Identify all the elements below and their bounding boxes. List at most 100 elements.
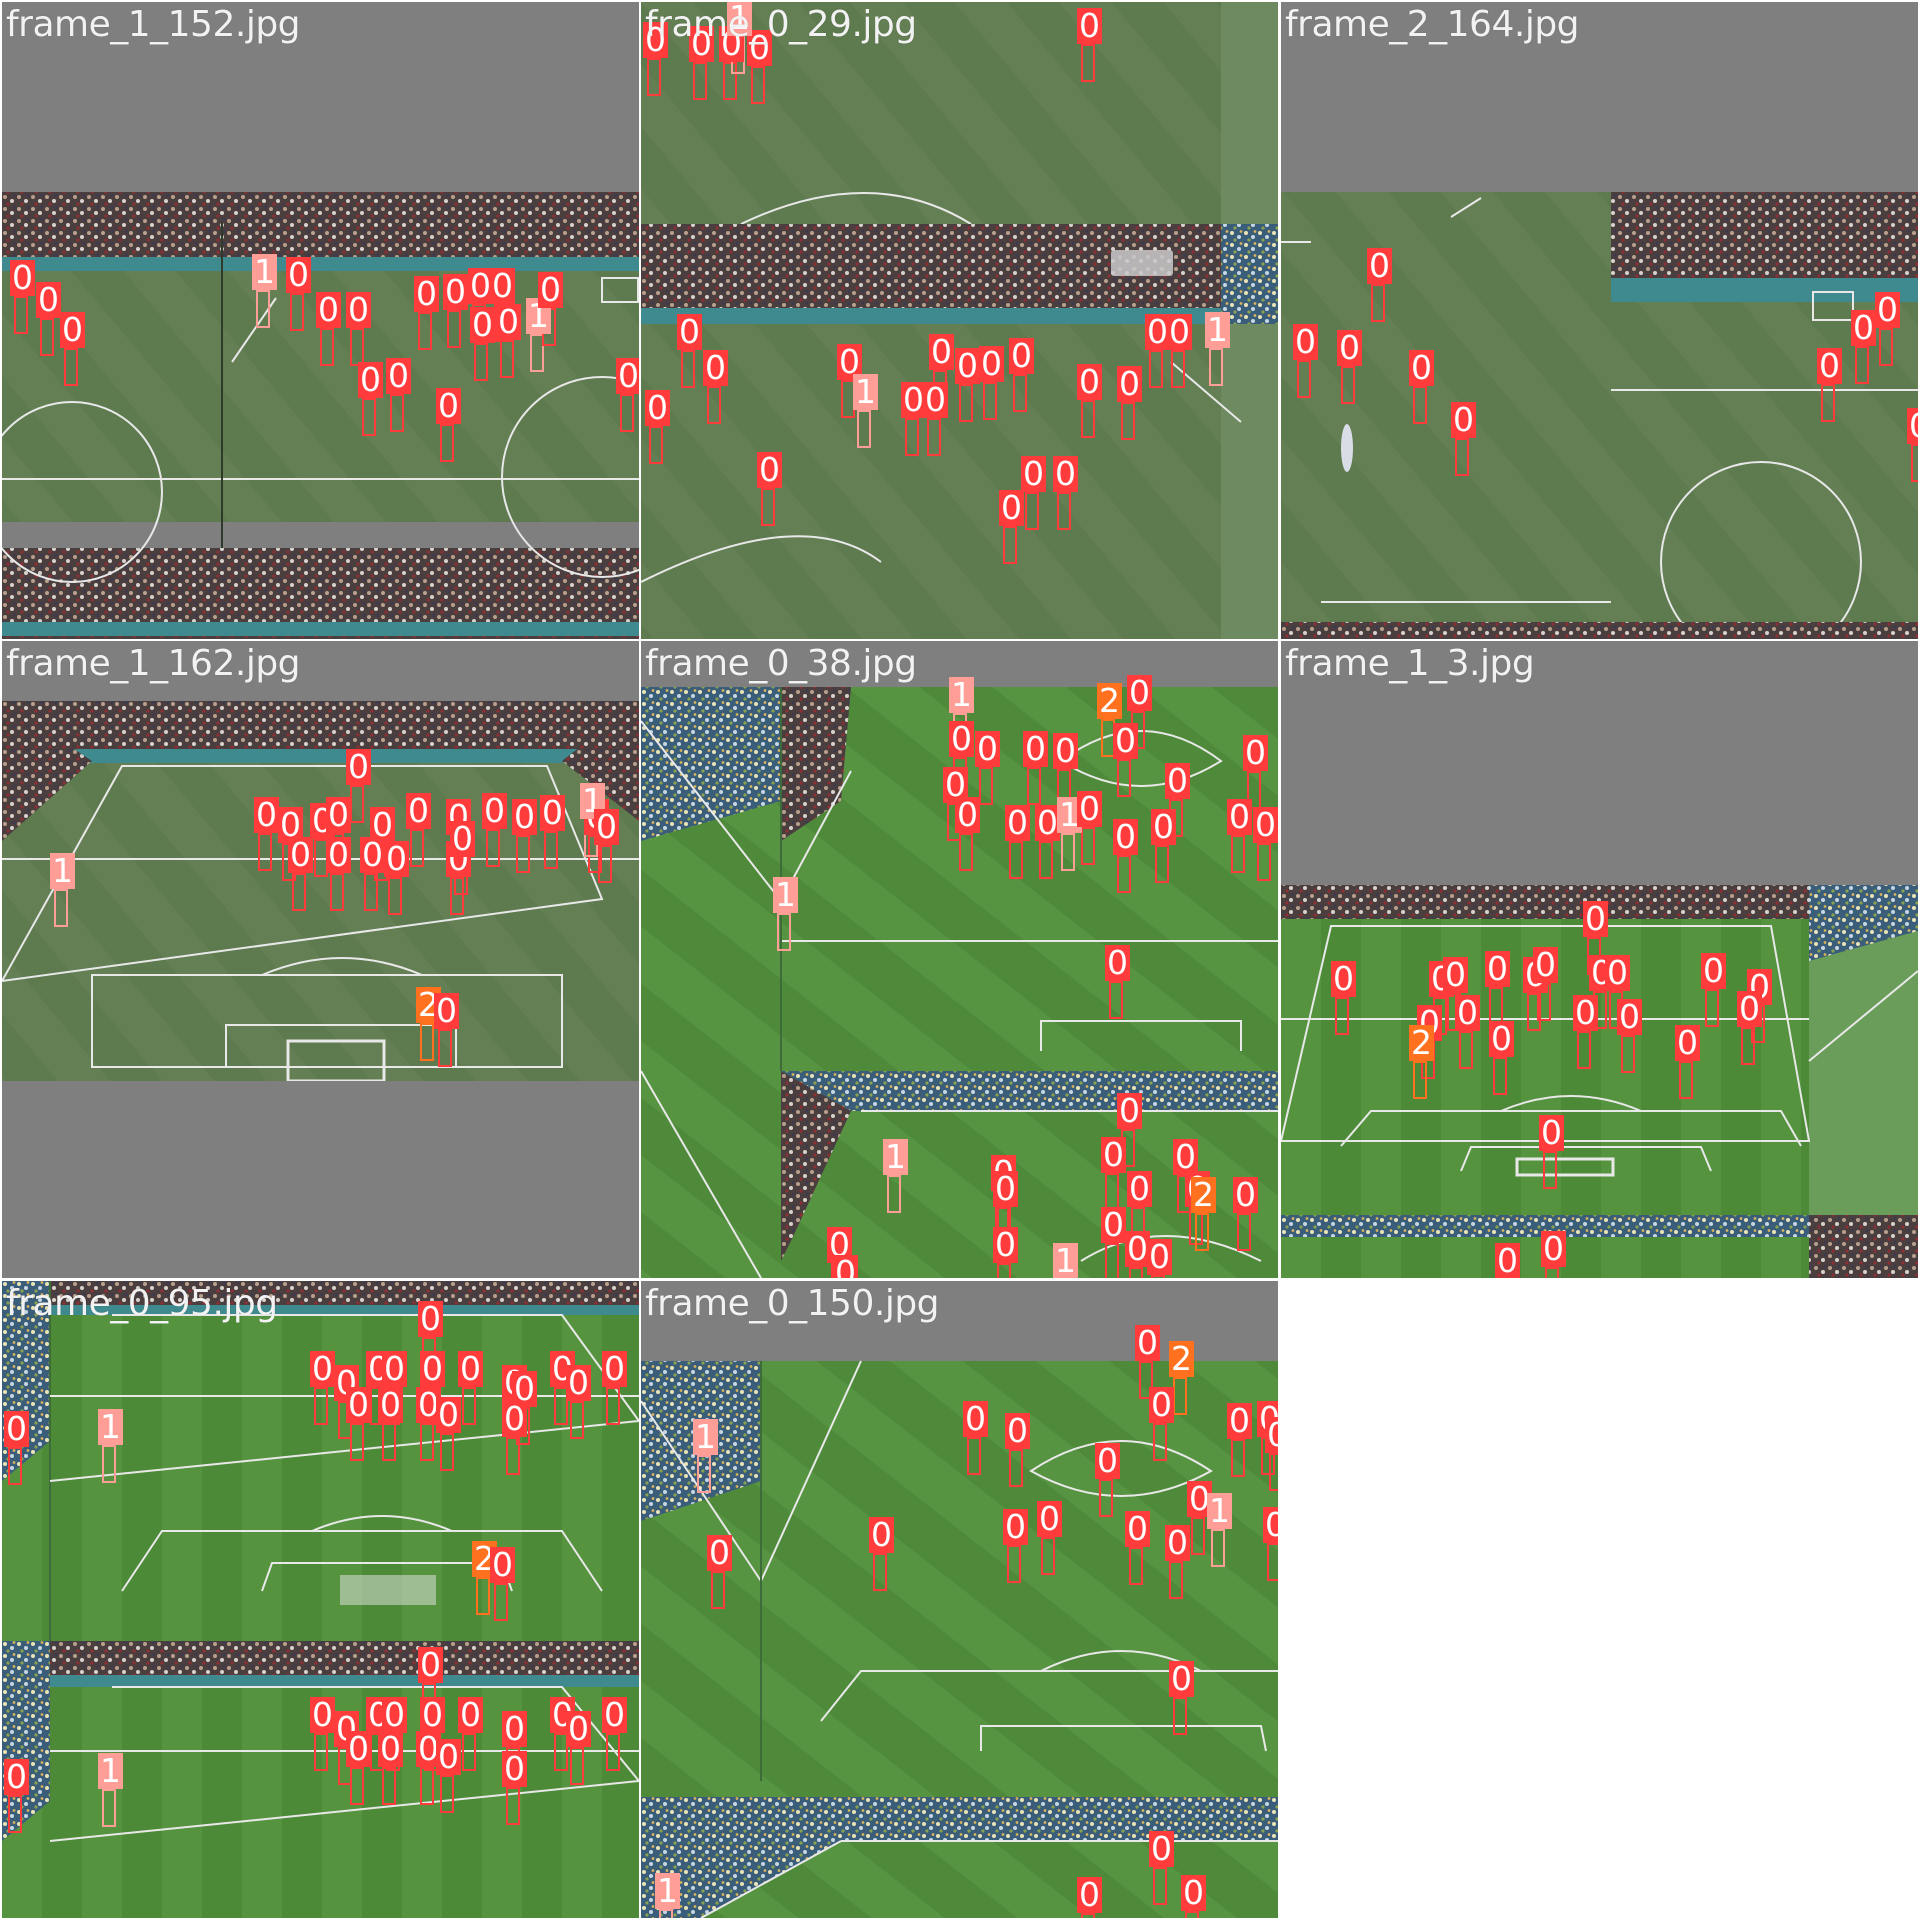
detection-box — [14, 296, 28, 334]
detection-class-label: 0 — [436, 1737, 461, 1776]
detection-class-label: 0 — [1147, 1237, 1172, 1276]
detection-class-label: 0 — [360, 835, 385, 874]
detection-class-label: 0 — [346, 1729, 371, 1768]
detection-class-label: 0 — [1005, 803, 1030, 842]
detection-class-label: 0 — [36, 280, 61, 319]
detection-box — [1169, 1561, 1183, 1599]
detection-class-label: 0 — [1127, 1169, 1152, 1208]
detection-class-label: 0 — [955, 346, 980, 385]
detection-box — [1543, 1151, 1557, 1189]
detection-class-label: 0 — [975, 729, 1000, 768]
detection-class-label: 0 — [1265, 1417, 1278, 1453]
detection-class-label: 0 — [418, 1299, 443, 1338]
detection-box — [1171, 350, 1185, 388]
detection-class-label: 0 — [1227, 1401, 1252, 1440]
detection-box — [64, 348, 78, 386]
detection-class-label: 1 — [727, 2, 752, 37]
detection-class-label: 0 — [386, 356, 411, 395]
tile-filename: frame_0_95.jpg — [6, 1283, 278, 1324]
detection-class-label: 0 — [1003, 1507, 1028, 1546]
detection-box — [382, 1423, 396, 1461]
detection-box — [681, 350, 695, 388]
detection-class-label: 0 — [420, 1349, 445, 1388]
detection-class-label: 0 — [1077, 6, 1102, 45]
detection-box — [1459, 1031, 1473, 1069]
detection-class-label: 1 — [252, 252, 277, 291]
detection-class-label: 0 — [602, 1695, 627, 1734]
detection-class-label: 0 — [378, 1729, 403, 1768]
detection-class-label: 0 — [1181, 1873, 1206, 1912]
scene-image — [2, 1281, 639, 1918]
detection-class-label: 0 — [1077, 1875, 1102, 1914]
detection-box — [350, 328, 364, 366]
detection-class-label: 0 — [827, 1225, 852, 1264]
detection-box — [1039, 841, 1053, 879]
detection-box — [1269, 1453, 1278, 1491]
detection-class-label: 0 — [1605, 953, 1630, 992]
detection-box — [647, 58, 661, 96]
tile-filename: frame_0_29.jpg — [645, 4, 917, 45]
detection-class-label: 0 — [1113, 721, 1138, 760]
detection-box — [873, 1553, 887, 1591]
scene-image — [2, 192, 639, 639]
detection-box — [659, 1909, 673, 1918]
detection-box — [1237, 1213, 1251, 1251]
detection-class-label: 0 — [594, 807, 619, 846]
detection-box — [707, 386, 721, 424]
detection-class-label: 0 — [406, 791, 431, 830]
detection-box — [983, 382, 997, 420]
detection-box — [8, 1795, 22, 1833]
detection-box — [500, 340, 514, 378]
detection-box — [1527, 993, 1541, 1031]
detection-box — [1911, 444, 1918, 482]
detection-box — [1081, 1913, 1095, 1918]
detection-class-label: 0 — [1331, 959, 1356, 998]
detection-box — [440, 1775, 454, 1813]
detection-class-label: 0 — [458, 1349, 483, 1388]
detection-box — [258, 833, 272, 871]
detection-class-label: 0 — [1021, 454, 1046, 493]
detection-box — [1155, 845, 1169, 883]
detection-box — [1621, 1035, 1635, 1073]
detection-box — [1081, 827, 1095, 865]
detection-class-label: 0 — [1095, 1441, 1120, 1480]
detection-box — [1195, 1213, 1209, 1251]
detection-class-label: 0 — [999, 488, 1024, 527]
detection-class-label: 0 — [1409, 348, 1434, 387]
detection-class-label: 0 — [1135, 1323, 1160, 1362]
detection-box — [440, 1433, 454, 1471]
detection-box — [1855, 346, 1869, 384]
detection-class-label: 0 — [1151, 807, 1176, 846]
detection-class-label: 0 — [1035, 803, 1060, 842]
detection-class-label: 0 — [286, 255, 311, 294]
detection-class-label: 1 — [50, 851, 75, 890]
detection-class-label: 0 — [707, 1533, 732, 1572]
detection-class-label: 0 — [382, 1695, 407, 1734]
detection-class-label: 0 — [1009, 336, 1034, 375]
detection-class-label: 0 — [1737, 989, 1762, 1028]
detection-class-label: 0 — [1227, 797, 1252, 836]
detection-class-label: 0 — [602, 1349, 627, 1388]
detection-class-label: 0 — [689, 24, 714, 63]
detection-box — [516, 835, 530, 873]
detection-class-label: 0 — [616, 356, 639, 395]
detection-box — [693, 62, 707, 100]
detection-box — [620, 394, 634, 432]
detection-box — [1413, 386, 1427, 424]
detection-box — [102, 1445, 116, 1483]
detection-box — [1173, 1377, 1187, 1415]
detection-class-label: 1 — [949, 675, 974, 714]
detection-box — [1493, 1057, 1507, 1095]
detection-class-label: 0 — [346, 747, 371, 786]
detection-box — [1013, 374, 1027, 412]
detection-box — [1821, 384, 1835, 422]
detection-class-label: 0 — [490, 266, 515, 305]
detection-class-label: 0 — [1367, 246, 1392, 285]
detection-box — [462, 1733, 476, 1771]
detection-box — [390, 394, 404, 432]
detection-class-label: 0 — [1077, 789, 1102, 828]
detection-class-label: 0 — [1489, 1019, 1514, 1058]
detection-box — [102, 1789, 116, 1827]
detection-class-label: 0 — [326, 835, 351, 874]
